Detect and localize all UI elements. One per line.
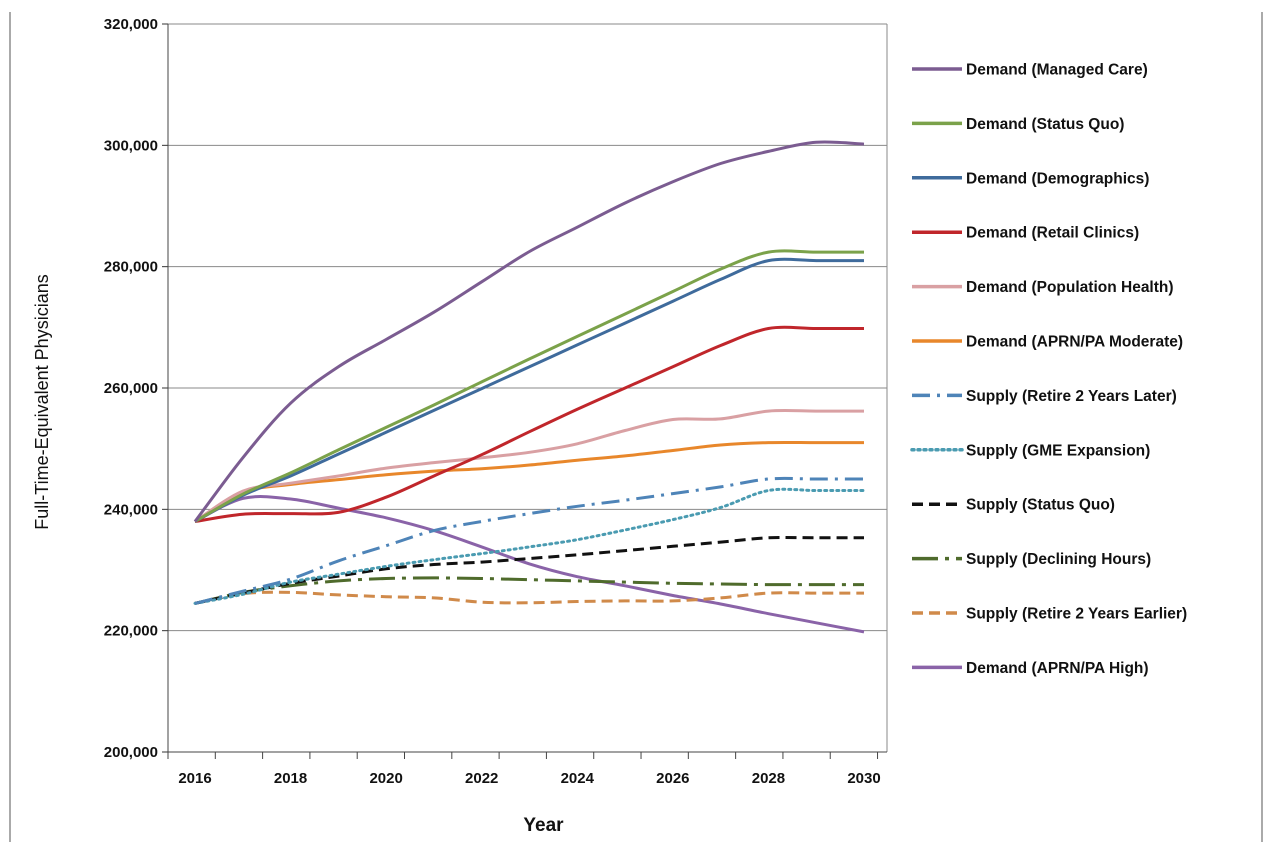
y-tick-label: 260,000 [104, 380, 158, 397]
legend-label: Demand (APRN/PA Moderate) [966, 334, 1183, 351]
x-tick-label: 2018 [274, 770, 307, 787]
legend-label: Demand (Demographics) [966, 170, 1149, 187]
series-line [194, 535, 864, 605]
series-line [194, 440, 864, 523]
legend-label: Demand (Managed Care) [966, 62, 1148, 79]
legend-item: Supply (GME Expansion) [910, 442, 1150, 459]
y-tick-label: 220,000 [104, 623, 158, 640]
legend-label: Demand (Population Health) [966, 279, 1174, 296]
x-tick-label: 2028 [752, 770, 785, 787]
legend-item: Supply (Retire 2 Years Earlier) [912, 606, 1187, 623]
series-line [194, 249, 864, 523]
legend-item: Supply (Status Quo) [912, 497, 1115, 514]
x-tick-label: 2016 [178, 770, 211, 787]
series-line [194, 576, 864, 605]
legend-label: Demand (Retail Clinics) [966, 225, 1139, 242]
series-line [193, 487, 866, 605]
legend-item: Demand (Retail Clinics) [912, 225, 1139, 242]
series-line [194, 408, 864, 523]
legend-label: Supply (Retire 2 Years Later) [966, 388, 1177, 405]
x-tick-label: 2020 [369, 770, 402, 787]
x-tick-label: 2030 [847, 770, 880, 787]
legend-label: Supply (Status Quo) [966, 497, 1115, 514]
legend-label: Demand (APRN/PA High) [966, 660, 1149, 677]
x-tick-label: 2024 [561, 770, 595, 787]
legend-item: Demand (APRN/PA Moderate) [912, 334, 1183, 351]
legend-label: Supply (Retire 2 Years Earlier) [966, 606, 1187, 623]
legend-item: Supply (Retire 2 Years Later) [912, 388, 1177, 405]
legend-label: Supply (Declining Hours) [966, 551, 1151, 568]
series-line [194, 257, 864, 523]
legend-item: Demand (Status Quo) [912, 116, 1124, 133]
x-axis-title: Year [523, 815, 564, 836]
series-line [194, 495, 865, 634]
legend-item: Demand (Managed Care) [912, 62, 1148, 79]
y-tick-label: 240,000 [104, 501, 158, 518]
legend-item: Demand (Demographics) [912, 170, 1149, 187]
y-tick-label: 300,000 [104, 137, 158, 154]
y-axis-title: Full-Time-Equivalent Physicians [32, 274, 52, 529]
y-tick-label: 200,000 [104, 744, 158, 761]
legend-item: Demand (APRN/PA High) [912, 660, 1149, 677]
x-tick-label: 2026 [656, 770, 689, 787]
series-line [193, 140, 865, 523]
y-tick-label: 280,000 [104, 259, 158, 276]
legend-item: Supply (Declining Hours) [912, 551, 1151, 568]
series-line [194, 590, 864, 605]
legend-label: Demand (Status Quo) [966, 116, 1124, 133]
series-line [194, 476, 864, 605]
series-line [194, 325, 864, 523]
x-tick-label: 2022 [465, 770, 498, 787]
legend-label: Supply (GME Expansion) [966, 442, 1150, 459]
legend-item: Demand (Population Health) [912, 279, 1174, 296]
y-tick-label: 320,000 [104, 16, 158, 33]
